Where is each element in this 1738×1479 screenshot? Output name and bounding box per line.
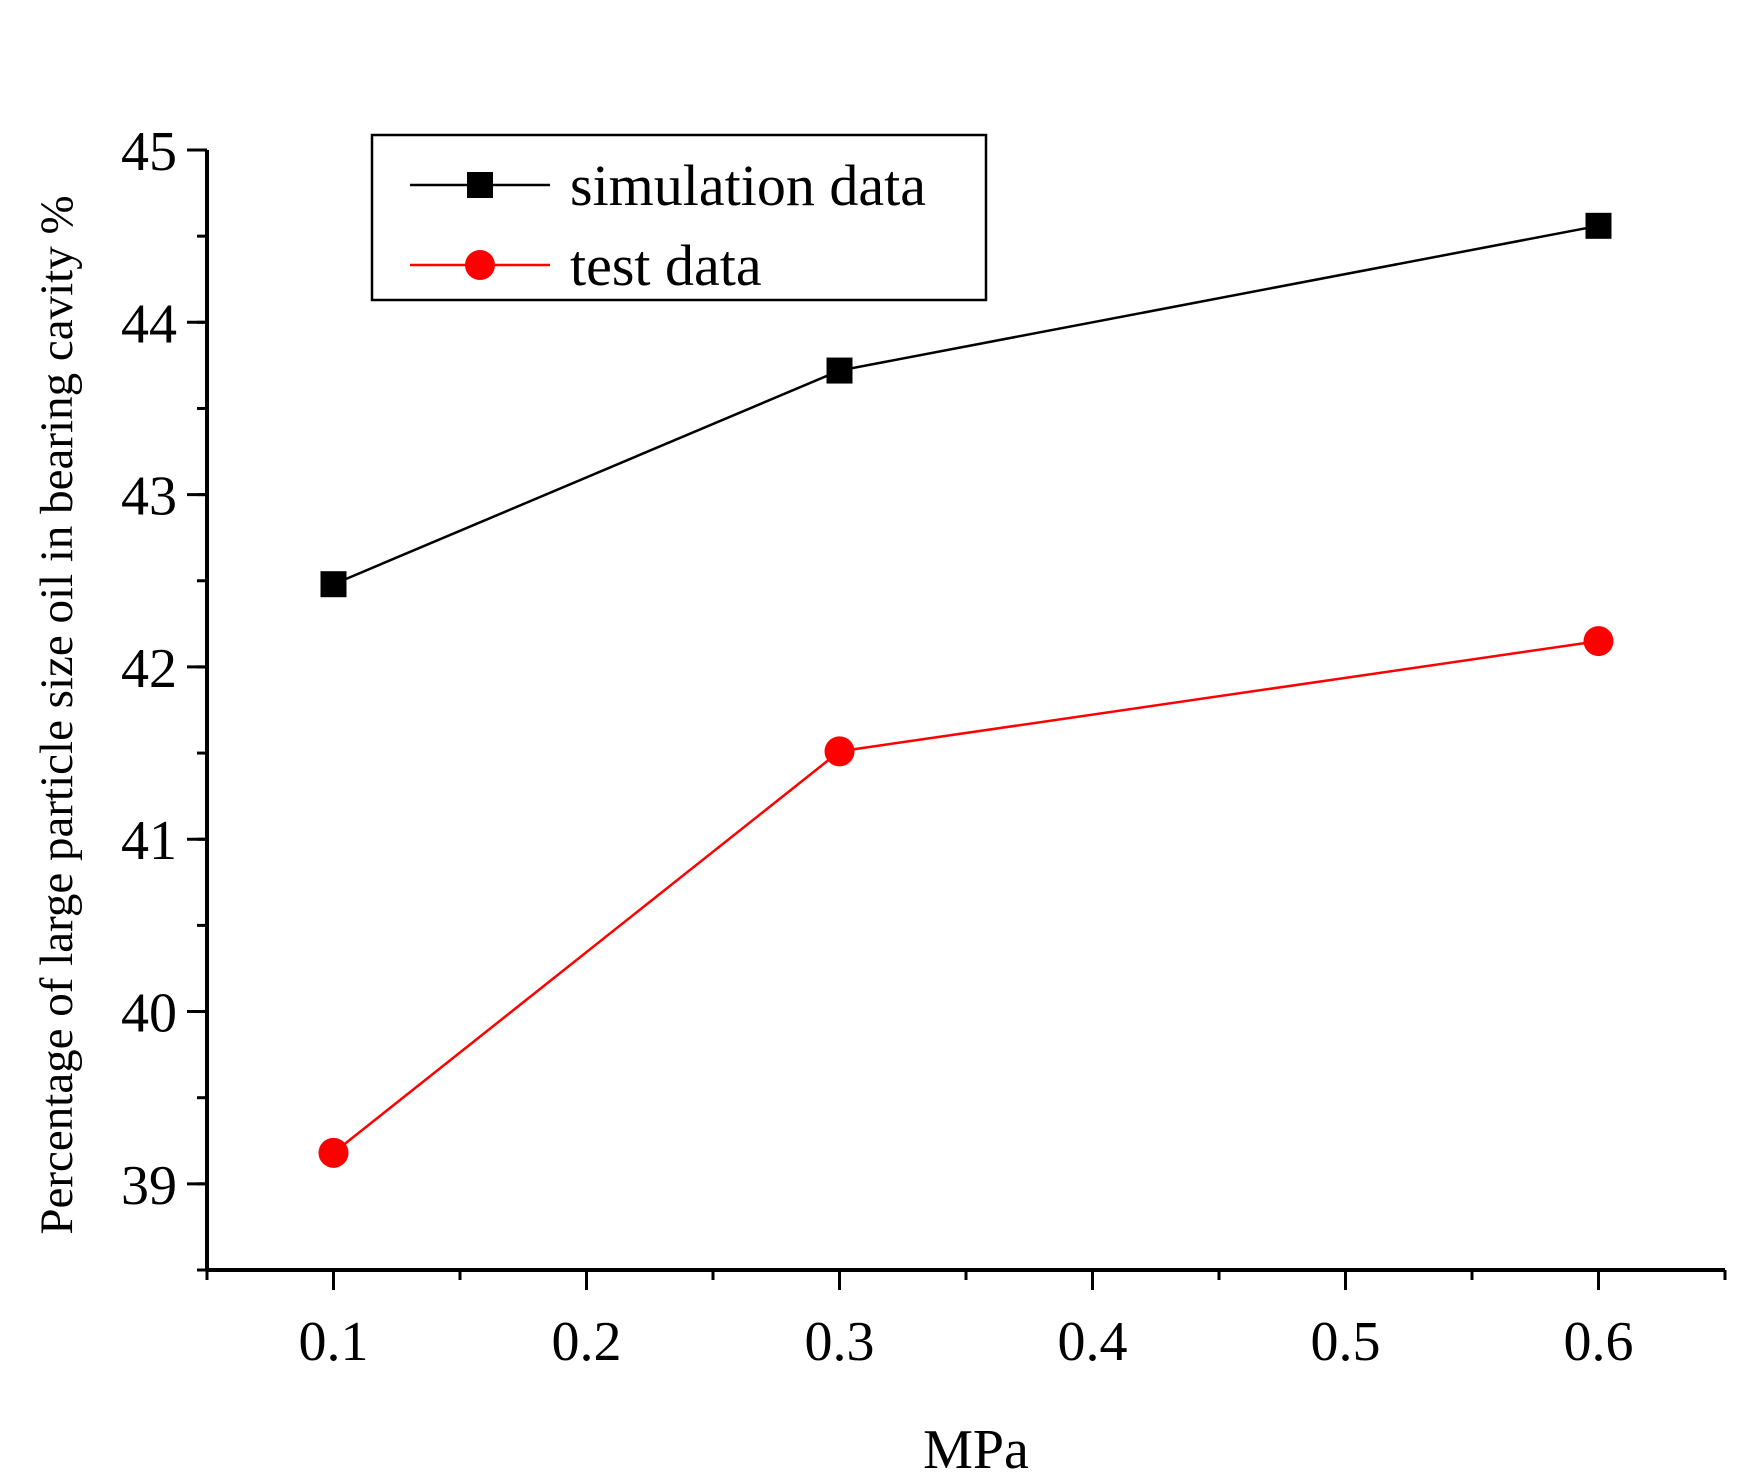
legend-item-1: test data — [410, 233, 762, 298]
y-tick-label: 42 — [121, 638, 177, 700]
data-point — [1583, 626, 1614, 657]
y-tick-label: 43 — [121, 466, 177, 528]
series-line — [332, 639, 1599, 1154]
y-tick-label: 44 — [121, 293, 177, 355]
legend-marker — [467, 172, 493, 198]
y-tick-label: 45 — [121, 121, 177, 183]
y-ticks: 39 40 41 42 43 44 45 — [121, 121, 207, 1272]
legend: simulation data test data — [370, 133, 988, 302]
axes — [205, 150, 1725, 1272]
data-point — [320, 571, 347, 598]
legend-marker — [465, 250, 495, 280]
x-tick-label: 0.3 — [805, 1311, 875, 1373]
data-point — [824, 736, 855, 767]
x-axis-title: MPa — [923, 1419, 1029, 1479]
x-tick-label: 0.6 — [1564, 1311, 1634, 1373]
x-tick-label: 0.5 — [1311, 1311, 1381, 1373]
x-tick-label: 0.4 — [1058, 1311, 1128, 1373]
data-point — [1585, 212, 1612, 239]
y-tick-label: 39 — [121, 1155, 177, 1217]
y-axis-title: Percentage of large particle size oil in… — [31, 195, 83, 1234]
series-1 — [318, 626, 1614, 1168]
series-0 — [320, 212, 1612, 598]
series-layer — [318, 212, 1614, 1168]
legend-label: simulation data — [570, 153, 926, 218]
x-tick-label: 0.1 — [299, 1311, 369, 1373]
data-point — [826, 357, 853, 384]
legend-label: test data — [570, 233, 762, 298]
y-tick-label: 41 — [121, 810, 177, 872]
data-point — [318, 1137, 349, 1168]
x-tick-label: 0.2 — [552, 1311, 622, 1373]
x-ticks: 0.1 0.2 0.3 0.4 0.5 0.6 — [205, 1270, 1727, 1373]
y-tick-label: 40 — [121, 983, 177, 1045]
legend-item-0: simulation data — [410, 153, 926, 218]
